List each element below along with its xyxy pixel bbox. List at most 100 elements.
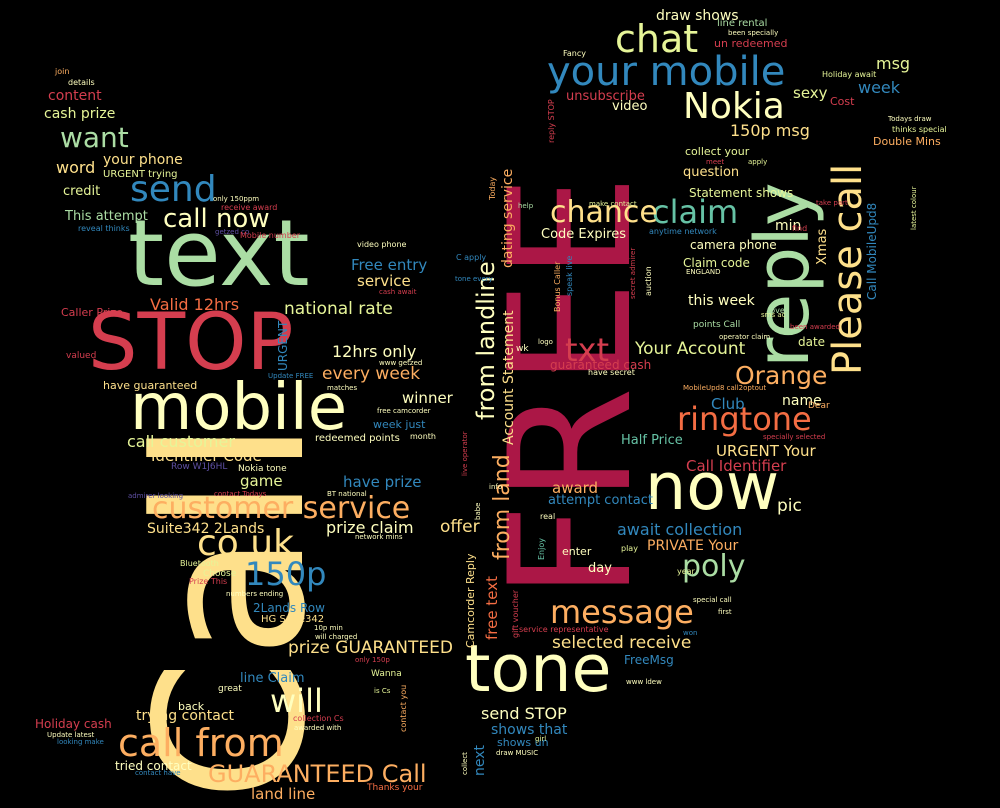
word-secret-admirer: secret admirer [629,247,637,299]
word-england: ENGLAND [686,268,721,276]
word-dating-service: dating service [500,168,516,268]
word-selected-receive: selected receive [552,633,692,653]
word-holiday-await: Holiday await [822,70,877,79]
word-will-charged: will charged [315,633,358,641]
word-collect-your: collect your [685,145,750,158]
word-won: won [683,629,698,637]
word-bonus-caller: Bonus Caller [553,261,562,312]
word-ringtone: ringtone [677,400,812,438]
word-sms-ac: sms ac [761,311,786,319]
word-enjoy: Enjoy [537,538,546,560]
word-150p: 150p [245,555,327,593]
word-free-entry: Free entry [351,256,428,274]
word-chance: chance [550,195,658,230]
word-reply-stop: reply STOP [547,99,556,143]
word-content: content [48,88,102,104]
word-matches: matches [327,384,358,392]
word-want: want [60,121,129,154]
word-girl: girl [535,735,547,743]
word-valued: valued [66,351,97,361]
word-month: month [410,432,436,441]
word-statement-shows: Statement shows [689,186,794,200]
word-bluetooth: Bluetooth [180,559,219,568]
word-line-rental: line rental [717,18,768,29]
word-back: back [178,700,205,713]
word-bt-national: BT national [327,490,367,498]
word-question: question [683,165,740,180]
word-contact-you: contact you [399,684,408,732]
word-12hrs-only: 12hrs only [332,342,417,361]
word-2lands-row: 2Lands Row [253,601,325,615]
word-your-account: Your Account [635,339,746,359]
word-contact-have: contact have [135,769,181,777]
word-private-your: PRIVATE Your [647,538,739,554]
word-will: will [270,682,323,720]
word-call-customer: call customer [127,432,235,451]
word-meet: meet [706,158,725,166]
word-todays-draw: Todays draw [888,115,932,123]
word-thanks-your: Thanks your [367,783,423,793]
word-customer-service: customer service [152,491,411,526]
word-date: date [798,335,826,349]
word-caller-prize: Caller Prize [61,306,123,319]
word-take-part: take part [816,199,848,207]
word-prize-this: Prize This [189,577,228,586]
word-admirer-looking: admirer looking [128,492,184,500]
word-land-line: land line [251,785,316,803]
word-your-phone: your phone [103,152,183,168]
word-live-operator: live operator [461,431,469,476]
word-send: send [130,169,217,210]
word-help: help [518,202,534,210]
word-half-price: Half Price [621,433,683,448]
word-every-week: every week [322,364,421,384]
word-specially-selected: specially selected [763,433,826,441]
word-mobile: mobile [130,371,348,445]
word-name: name [782,393,822,409]
word-call-now: call now [163,204,270,234]
word-guaranteed-call: GUARANTEED Call [208,760,427,788]
word-xmas: Xmas [815,228,830,265]
word-have-prize: have prize [343,473,422,491]
word-been-specially: been specially [728,29,779,37]
word-anytime-network: anytime network [649,227,717,236]
word-this-attempt: This attempt [65,209,148,224]
word-await-collection: await collection [617,520,743,539]
word-your-mobile: your mobile [547,49,786,95]
word-credit: credit [63,184,101,199]
word-holiday-cash: Holiday cash [35,717,112,731]
word-tone: tone [465,632,612,707]
word-attempt-contact: attempt contact [548,493,653,508]
word-double-mins: Double Mins [873,135,941,148]
word-make-contact: make contact [589,200,637,208]
word-only-150ppm: only 150ppm [213,195,260,203]
word-now: now [645,450,780,525]
word-min: min [775,218,802,234]
word-stop: STOP [88,298,294,388]
word-claim-code: Claim code [683,256,750,270]
word-fancy: Fancy [563,49,586,58]
word-send-stop: send STOP [481,704,567,723]
word-apply: apply [748,158,768,166]
word-info: info [489,483,503,491]
word-co-uk: co uk [197,523,294,564]
word-text: text [128,200,310,307]
word-cost: Cost [830,95,855,108]
word-free-text: free text [483,576,501,640]
word-club: Club [711,395,745,413]
word-hg-suite342: HG Suite342 [261,614,325,625]
word-identifier-code: Identifier Code [151,447,262,465]
word-contact-todays: contact Todays [214,490,267,498]
word-mobile-number: Mobile number [240,231,301,240]
word-freemsg: FreeMsg [624,653,674,667]
word-looking-make: looking make [57,738,104,746]
word-is-cs: is Cs [374,687,391,695]
word-shows-that: shows that [491,722,568,738]
word-unsubscribe: unsubscribe [566,89,645,104]
word-year: year [677,567,695,576]
word-babe: babe [474,502,482,520]
word-code-expires: Code Expires [541,227,627,242]
word-guaranteed-cash: guaranteed cash [550,358,652,372]
word-update-latest: Update latest [47,731,95,739]
word-msg: msg [876,54,911,73]
word-love: love [768,306,785,315]
